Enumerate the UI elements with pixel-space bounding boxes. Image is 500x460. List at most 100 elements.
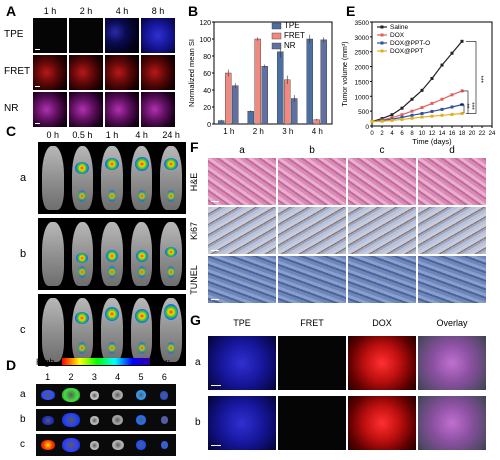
sig-label: **: [463, 103, 469, 108]
col-label-g-2: DOX: [372, 318, 392, 328]
organ-image: [112, 415, 124, 425]
fluorescence-signal: [167, 190, 176, 202]
clsm-tissue-image: [348, 336, 416, 390]
fluorescence-signal: [135, 250, 148, 262]
fluorescence-signal: [137, 266, 146, 278]
data-point: [400, 113, 404, 117]
data-point: [430, 114, 434, 118]
legend-swatch: [271, 42, 282, 50]
scale-bar: [211, 385, 221, 386]
bar-chart-b: 0 20 40 60 80 100 120 1 h 2 h 3 h 4 h Normalized me…: [187, 20, 333, 136]
histology-image: [418, 256, 486, 303]
fluorescence-signal: [137, 190, 146, 202]
data-point: [420, 88, 424, 92]
y-tick-label: 0: [365, 124, 369, 131]
organ-image: [62, 388, 80, 402]
fluorescence-image-a: [33, 18, 67, 53]
col-label-f-2: c: [379, 145, 385, 156]
y-tick-label: 0: [207, 122, 211, 129]
sig-label: ***: [468, 102, 475, 110]
histology-image: [278, 207, 346, 254]
data-point: [380, 119, 384, 123]
data-point: [400, 117, 404, 121]
x-tick-label: 18: [459, 131, 466, 137]
col-label-f-0: a: [239, 145, 245, 156]
panel-label-d: D: [6, 357, 17, 373]
fluorescence-signal: [108, 266, 116, 278]
fluorescence-signal: [137, 342, 146, 354]
data-point: [460, 112, 464, 116]
clsm-tissue-image: [278, 336, 346, 390]
histology-image: [348, 256, 416, 303]
organ-image: [160, 416, 168, 424]
y-axis-label: Tumor volume (mm³): [342, 41, 349, 106]
y-tick-label: 1500: [355, 79, 370, 86]
row-label-f-1: Ki67: [189, 221, 199, 240]
x-tick-label: 24: [489, 131, 496, 137]
data-point: [450, 112, 454, 116]
histology-image: [208, 256, 276, 303]
fluorescence-image-a: [141, 55, 175, 90]
bar: [306, 38, 313, 125]
series-line: [371, 90, 463, 123]
fluorescence-signal: [165, 247, 178, 257]
fluorescence-image-a: [69, 92, 103, 127]
data-point: [430, 109, 434, 113]
bar: [225, 72, 232, 125]
legend-label: DOX@PPT: [390, 48, 423, 55]
histology-image: [348, 207, 416, 254]
fluorescence-image-a: [141, 18, 175, 53]
data-point: [420, 106, 424, 110]
organ-image: [40, 440, 55, 450]
row-label-c-0: a: [20, 172, 27, 184]
x-tick-label: 1 h: [223, 127, 234, 136]
fluorescence-image-a: [105, 55, 139, 90]
x-tick-label: 12: [429, 131, 436, 137]
col-label-d-4: 5: [138, 372, 144, 382]
clsm-tissue-image: [418, 336, 486, 390]
fluorescence-signal: [164, 304, 179, 320]
scale-bar: [211, 299, 219, 300]
y-tick-label: 80: [203, 54, 211, 61]
clsm-tissue-image: [208, 336, 276, 390]
legend-swatch: [271, 22, 282, 30]
data-point: [400, 106, 404, 110]
col-label-g-3: Overlay: [436, 318, 468, 328]
bar: [284, 79, 291, 125]
data-point: [440, 63, 444, 67]
col-label-c-0: 0 h: [46, 130, 60, 140]
x-tick-label: 0: [370, 131, 374, 137]
organ-image: [160, 441, 168, 449]
legend-marker: [380, 41, 384, 45]
data-point: [370, 120, 374, 124]
bar: [320, 39, 327, 125]
scale-high-label: High: [36, 357, 55, 367]
series-line: [371, 40, 463, 123]
x-tick-label: 16: [449, 131, 456, 137]
organ-image: [160, 390, 169, 400]
histology-image: [208, 207, 276, 254]
histology-image: [278, 158, 346, 205]
row-label-d-0: a: [20, 389, 26, 400]
fluorescence-signal: [108, 342, 116, 354]
fluorescence-signal: [134, 309, 149, 323]
row-label-g-0: a: [195, 357, 201, 368]
fluorescence-image-a: [33, 55, 67, 90]
row-label-a-0: TPE: [4, 29, 24, 40]
fluorescence-signal: [105, 307, 119, 321]
histology-image: [278, 256, 346, 303]
mouse-image: [42, 298, 64, 362]
mouse-image: [42, 146, 64, 210]
clsm-tissue-image: [208, 396, 276, 450]
scale-bar: [211, 445, 221, 446]
y-tick-label: 2000: [355, 65, 370, 72]
x-tick-label: 4 h: [312, 127, 323, 136]
histology-image: [418, 207, 486, 254]
scale-low-label: Low: [153, 357, 170, 367]
row-label-a-2: NR: [4, 103, 19, 114]
data-point: [440, 107, 444, 111]
col-label-f-3: d: [449, 145, 455, 156]
organ-image: [89, 440, 99, 450]
fluorescence-signal: [105, 158, 119, 170]
organ-image: [111, 440, 124, 450]
